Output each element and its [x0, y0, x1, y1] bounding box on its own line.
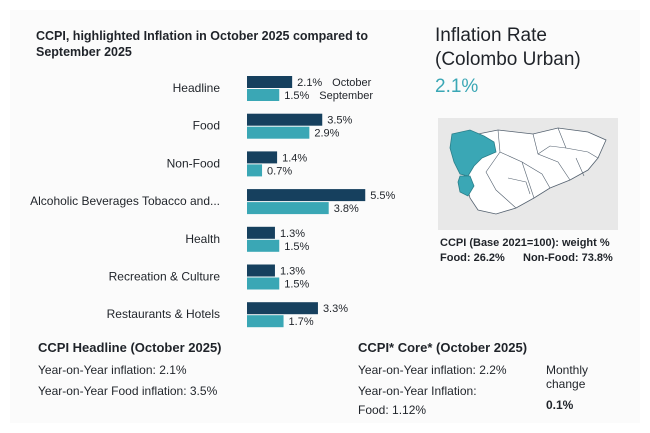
data-label: 0.7%	[267, 165, 292, 177]
headline-yoy-food: Year-on-Year Food inflation: 3.5%	[38, 384, 218, 398]
bar-september	[247, 315, 284, 328]
bar-october	[247, 226, 275, 239]
category-label: Recreation & Culture	[109, 270, 221, 284]
data-label: 1.5%	[284, 279, 309, 291]
data-label: 1.7%	[289, 316, 314, 328]
colombo-map	[438, 118, 618, 230]
core-yoy-food-line1: Year-on-Year Inflation:	[358, 384, 477, 398]
data-label: 1.3%	[280, 228, 305, 240]
data-label: 1.3%	[280, 266, 305, 278]
bar-september	[247, 164, 263, 177]
inflation-title-line1: Inflation Rate	[435, 25, 547, 46]
data-label: 2.9%	[314, 128, 339, 140]
category-label: Food	[193, 119, 220, 133]
headline-section-title: CCPI Headline (October 2025)	[38, 340, 222, 355]
data-label: 2.1%	[297, 77, 322, 89]
bar-october	[247, 264, 275, 277]
data-label: 3.8%	[334, 203, 359, 215]
core-yoy-food-line2: Food: 1.12%	[358, 403, 427, 417]
inflation-rate-value: 2.1%	[435, 76, 479, 97]
bar-september	[247, 89, 280, 101]
weight-title: CCPI (Base 2021=100): weight %	[440, 237, 610, 249]
monthly-change-label: Monthly change	[546, 363, 589, 391]
legend-september: September	[319, 90, 373, 102]
bar-october	[247, 113, 323, 126]
data-label: 1.5%	[284, 241, 309, 253]
inflation-rate-title: Inflation Rate (Colombo Urban)	[435, 24, 581, 72]
bar-september	[247, 202, 329, 215]
bar-october	[247, 189, 366, 202]
headline-yoy: Year-on-Year inflation: 2.1%	[38, 363, 187, 377]
bar-october	[247, 302, 318, 315]
bar-october	[247, 151, 278, 164]
category-label: Alcoholic Beverages Tobacco and...	[30, 194, 220, 208]
chart-title: CCPI, highlighted Inflation in October 2…	[36, 29, 368, 59]
category-label: Non-Food	[167, 156, 220, 170]
bar-october	[247, 76, 293, 88]
monthly-change-value: 0.1%	[546, 398, 574, 412]
core-section-title: CCPI* Core* (October 2025)	[358, 340, 528, 355]
bar-september	[247, 126, 310, 139]
weight-nonfood: Non-Food: 73.8%	[523, 252, 613, 264]
bar-september	[247, 277, 280, 290]
legend-october: October	[332, 77, 371, 89]
data-label: 1.5%	[284, 90, 309, 102]
category-label: Health	[185, 232, 220, 246]
map-icon	[449, 127, 607, 215]
inflation-title-line2: (Colombo Urban)	[435, 49, 581, 70]
data-label: 1.4%	[282, 152, 307, 164]
core-yoy: Year-on-Year inflation: 2.2%	[358, 363, 507, 377]
category-label: Restaurants & Hotels	[107, 307, 220, 321]
data-label: 3.5%	[327, 115, 352, 127]
category-label: Headline	[173, 81, 221, 95]
data-label: 3.3%	[323, 303, 348, 315]
bar-september	[247, 239, 280, 252]
data-label: 5.5%	[370, 190, 395, 202]
weight-food: Food: 26.2%	[440, 252, 505, 264]
